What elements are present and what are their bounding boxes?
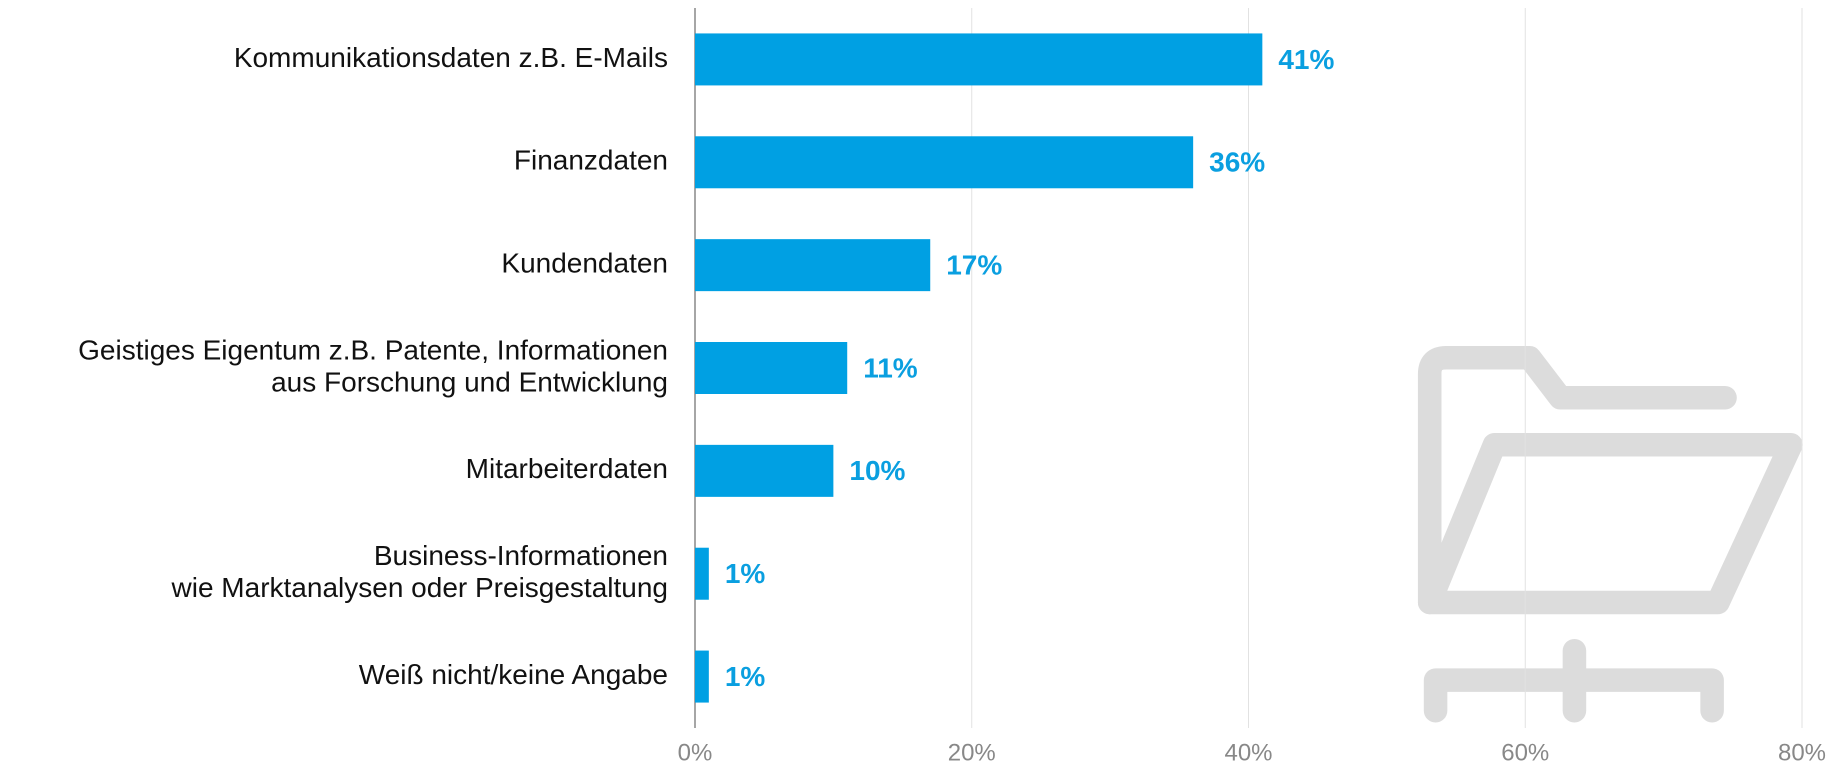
bar <box>695 650 709 703</box>
value-label: 41% <box>1278 44 1334 75</box>
y-tick-label: aus Forschung und Entwicklung <box>271 366 668 397</box>
value-label: 10% <box>849 455 905 486</box>
y-tick-label: Business-Informationen <box>374 540 668 571</box>
y-tick-label: Kundendaten <box>501 248 668 279</box>
x-tick-label: 80% <box>1778 739 1826 766</box>
y-tick-label: wie Marktanalysen oder Preisgestaltung <box>171 572 668 603</box>
x-tick-label: 20% <box>948 739 996 766</box>
y-tick-label: Geistiges Eigentum z.B. Patente, Informa… <box>78 334 668 365</box>
y-tick-label: Kommunikationsdaten z.B. E-Mails <box>234 42 668 73</box>
bar <box>695 136 1194 189</box>
value-label: 1% <box>725 558 766 589</box>
x-tick-label: 40% <box>1224 739 1272 766</box>
bar <box>695 342 848 394</box>
y-tick-label: Mitarbeiterdaten <box>466 453 668 484</box>
y-tick-label: Weiß nicht/keine Angabe <box>359 659 668 690</box>
value-label: 17% <box>946 250 1002 281</box>
value-label: 1% <box>725 661 766 692</box>
bar <box>695 33 1263 86</box>
bar <box>695 547 709 600</box>
value-label: 36% <box>1209 147 1265 178</box>
value-label: 11% <box>863 352 918 383</box>
y-tick-label: Finanzdaten <box>514 145 668 176</box>
folder-icon <box>1417 345 1803 723</box>
bar <box>695 239 931 292</box>
x-tick-label: 0% <box>678 739 713 766</box>
x-tick-label: 60% <box>1501 739 1549 766</box>
bar <box>695 444 834 497</box>
